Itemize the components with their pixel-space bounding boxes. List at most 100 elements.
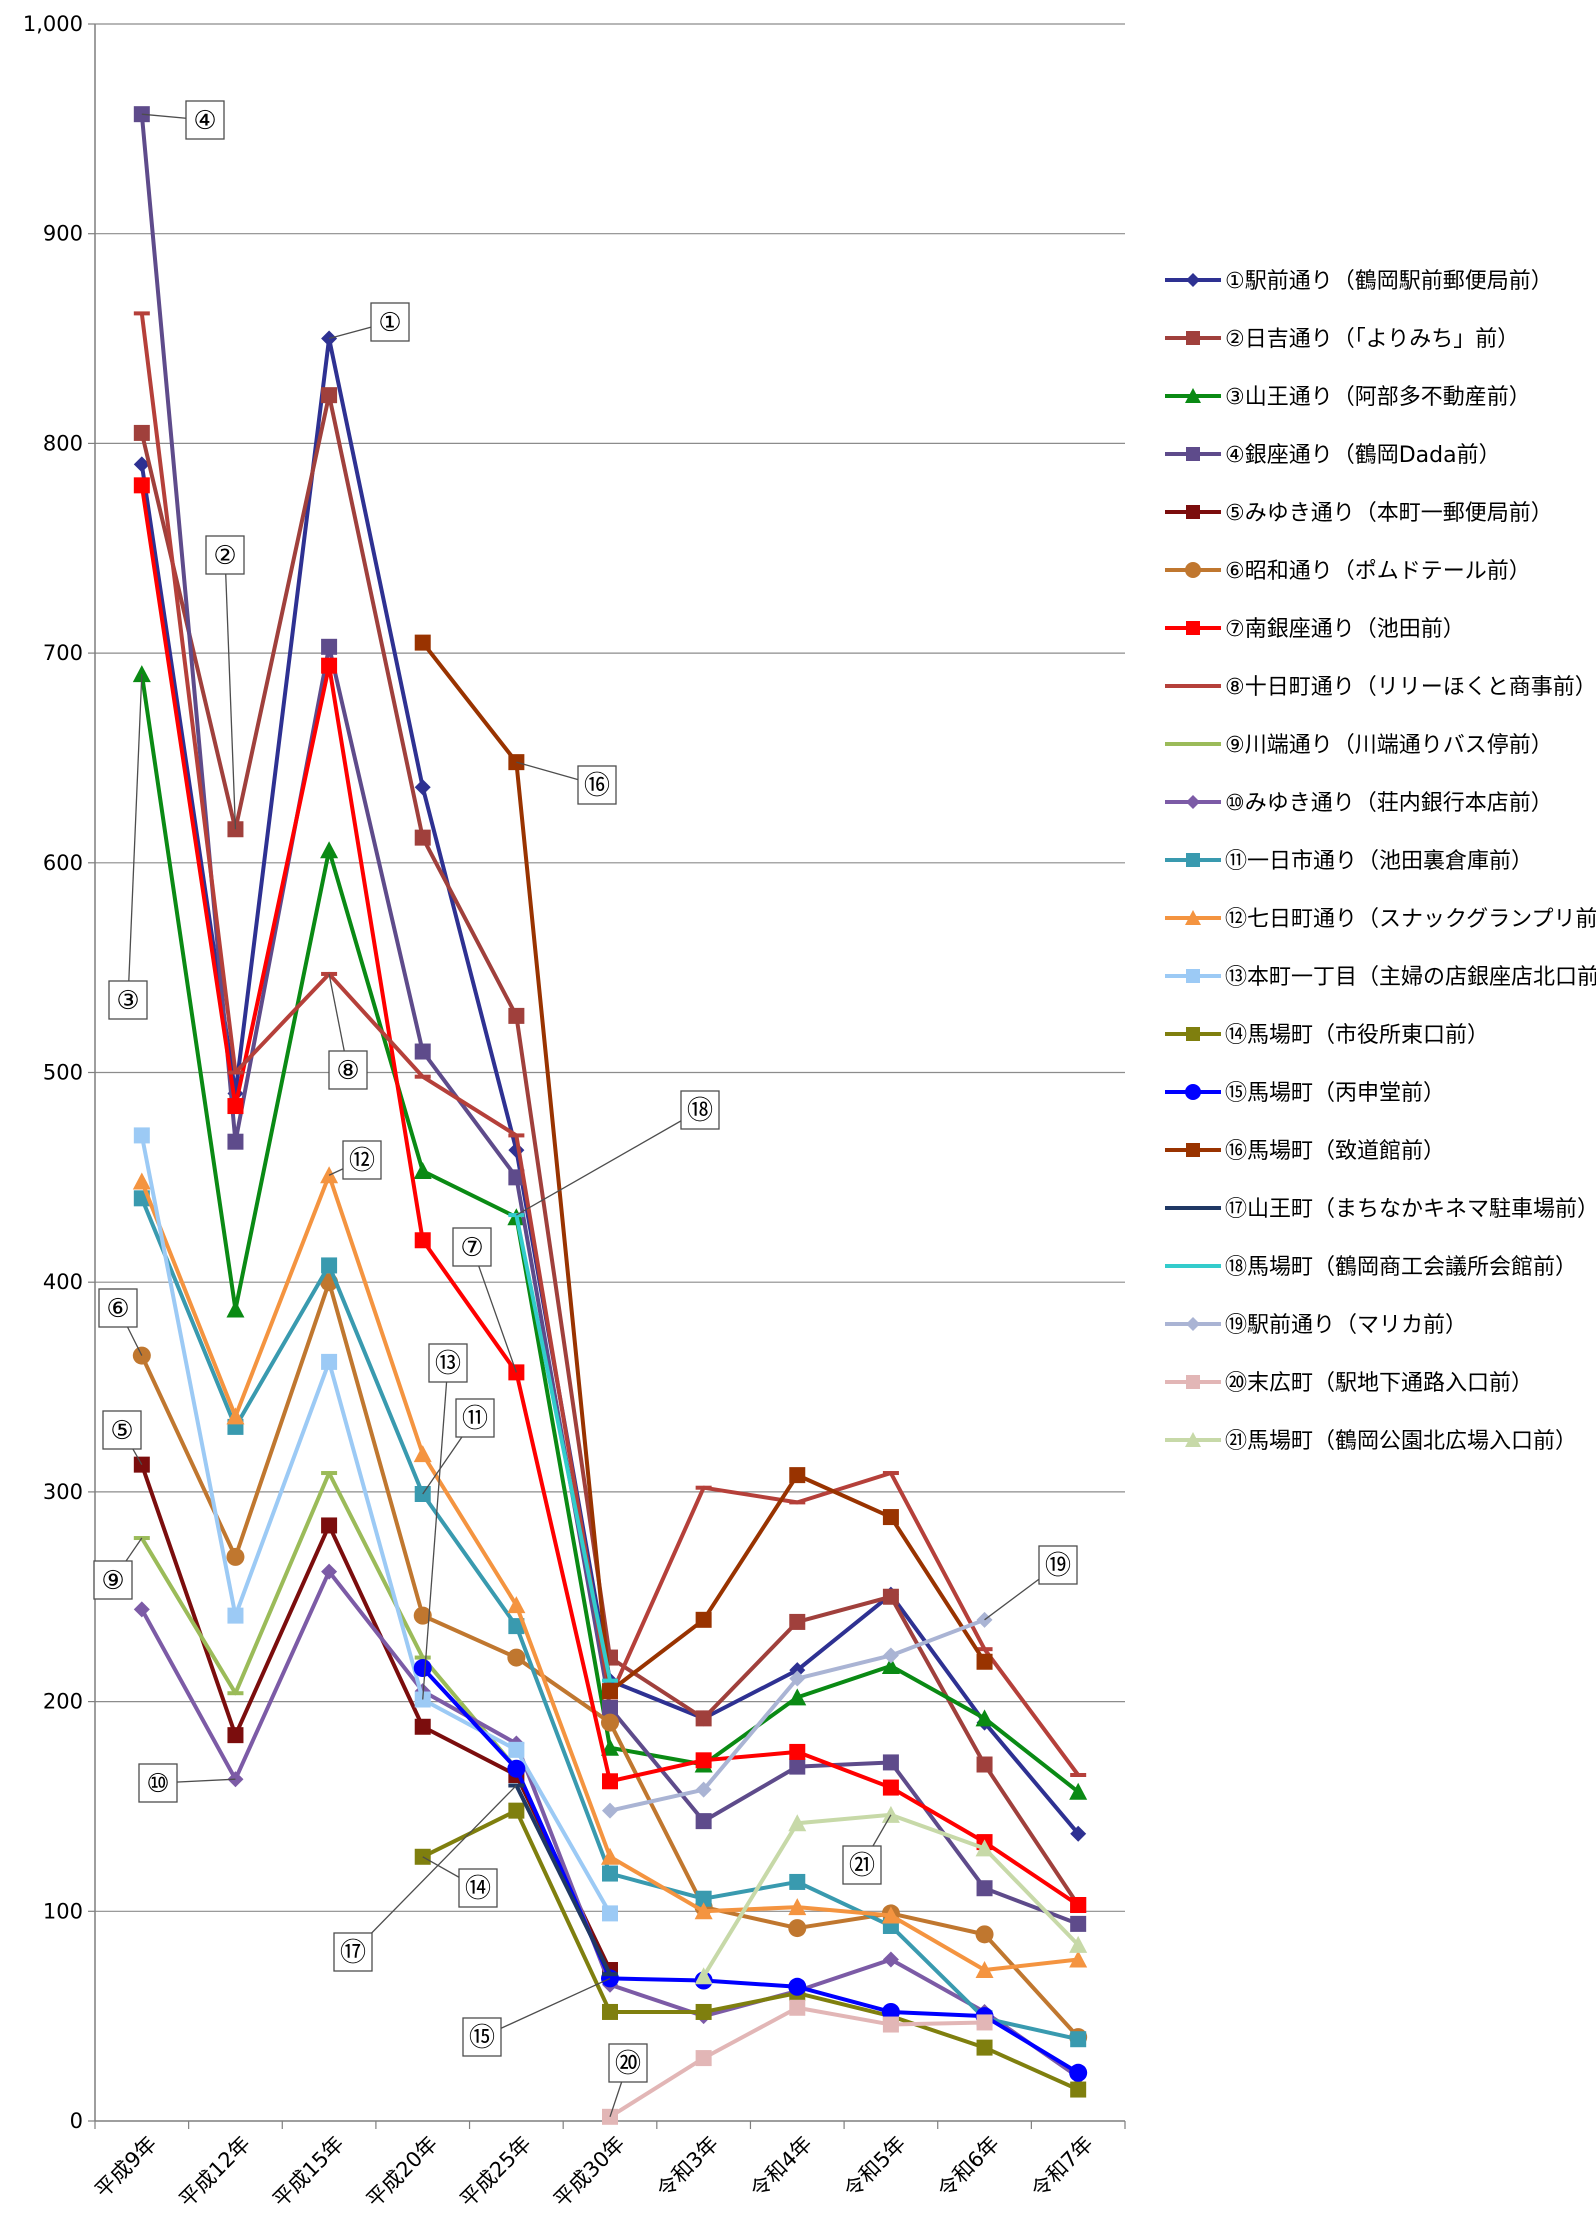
callout-box: [1038, 1545, 1078, 1585]
callout-box: [680, 1090, 720, 1130]
legend-item-⑪: ⑪一日市通り（池田裏倉庫前）: [1165, 849, 1533, 874]
callout-leader: [127, 674, 143, 1001]
data-point: [601, 1738, 619, 1756]
data-point: [226, 1547, 245, 1566]
data-point: [788, 1977, 807, 1996]
y-tick-label: 700: [43, 641, 83, 665]
data-point: [695, 1611, 712, 1628]
series-line: [421, 1808, 1079, 2092]
data-point: [695, 1813, 712, 1830]
data-point: [133, 477, 150, 494]
x-tick-label: 令和5年: [839, 2132, 910, 2203]
series-⑳: [602, 1999, 993, 2125]
data-point: [1186, 742, 1200, 746]
callout-box: [577, 765, 617, 805]
series-⑨: [133, 1471, 525, 1771]
legend-item-①: ①駅前通り（鶴岡駅前郵便局前）: [1165, 269, 1553, 294]
legend-label: ⑩みゆき通り（荘内銀行本店前）: [1225, 791, 1553, 816]
legend-item-⑲: ⑲駅前通り（マリカ前）: [1165, 1313, 1467, 1338]
data-point: [321, 1517, 338, 1534]
callout-label: ⑲: [1045, 1551, 1071, 1581]
data-point: [602, 1972, 618, 1977]
data-point: [1185, 1432, 1201, 1447]
series-③: [132, 665, 1088, 1800]
x-tick-label: 令和6年: [933, 2132, 1004, 2203]
callout-label: ④: [193, 106, 216, 136]
legend-label: ⑦南銀座通り（池田前）: [1225, 617, 1465, 642]
data-point: [227, 1133, 244, 1150]
legend-item-⑤: ⑤みゆき通り（本町一郵便局前）: [1165, 501, 1553, 526]
data-point: [881, 2002, 900, 2021]
callout-⑲: ⑲: [984, 1545, 1078, 1621]
x-tick-label: 平成30年: [549, 2132, 629, 2212]
data-point: [881, 1906, 900, 1924]
y-tick-label: 100: [43, 1899, 83, 1923]
y-tick-label: 500: [43, 1061, 83, 1085]
legend-label: ⑥昭和通り（ポムドテール前）: [1225, 559, 1531, 584]
callout-②: ②: [205, 535, 245, 830]
callout-label: ②: [213, 541, 236, 571]
data-point: [227, 1607, 244, 1624]
data-point: [694, 1967, 713, 1985]
legend-item-⑯: ⑯馬場町（致道館前）: [1165, 1139, 1445, 1164]
data-point: [414, 1043, 431, 1060]
y-tick-label: 800: [43, 431, 83, 455]
series-line: [608, 2005, 985, 2119]
callout-label: ⑫: [349, 1146, 375, 1176]
data-point: [133, 456, 150, 473]
data-point: [976, 2039, 993, 2056]
data-point: [788, 1898, 807, 1916]
data-point: [694, 1902, 713, 1920]
legend-item-②: ②日吉通り（「よりみち」前）: [1165, 327, 1519, 352]
data-point: [1186, 273, 1200, 287]
data-point: [414, 1718, 431, 1735]
data-point: [976, 1653, 993, 1670]
y-tick-label: 400: [43, 1270, 83, 1294]
y-tick-label: 600: [43, 851, 83, 875]
data-point: [1186, 1143, 1200, 1157]
legend-label: ㉑馬場町（鶴岡公園北広場入口前）: [1225, 1429, 1577, 1454]
data-point: [1070, 1897, 1087, 1914]
data-point: [414, 1074, 431, 1079]
callout-box: [102, 1410, 142, 1450]
x-tick-label: 平成15年: [268, 2132, 348, 2212]
data-point: [1186, 1027, 1200, 1041]
series-layer: [132, 106, 1088, 2125]
data-point: [882, 1951, 899, 1968]
y-tick-label: 200: [43, 1690, 83, 1714]
callout-⑳: ⑳: [608, 2043, 648, 2118]
callout-⑬: ⑬: [422, 1343, 468, 1700]
callout-leader: [516, 1109, 701, 1216]
callout-①: ①: [328, 302, 410, 342]
callout-⑮: ⑮: [462, 1977, 611, 2057]
callout-label: ⑩: [146, 1769, 169, 1799]
callout-⑤: ⑤: [102, 1410, 143, 1465]
data-point: [226, 1300, 245, 1318]
data-point: [788, 1919, 807, 1938]
legend-item-⑫: ⑫七日町通り（スナックグランプリ前）: [1165, 907, 1596, 932]
data-point: [789, 1999, 806, 2016]
data-point: [1186, 447, 1200, 461]
data-point: [975, 1839, 994, 1857]
data-point: [602, 1802, 618, 1819]
callout-box: [93, 1560, 133, 1600]
callout-label: ⑦: [460, 1233, 483, 1263]
data-point: [882, 1779, 899, 1796]
x-axis-ticks: 平成9年 平成12年 平成15年 平成20年 平成25年 平成30年 令和3年 令和4年 令和5…: [90, 2121, 1126, 2212]
legend-label: ⑤みゆき通り（本町一郵便局前）: [1225, 501, 1553, 526]
y-tick-label: 0: [70, 2109, 83, 2133]
data-point: [1186, 1375, 1200, 1389]
data-point: [132, 665, 151, 683]
x-tick-label: 平成25年: [455, 2132, 535, 2212]
data-point: [695, 1710, 712, 1727]
callout-box: [333, 1932, 373, 1972]
series-⑦: [133, 477, 1087, 1914]
data-point: [788, 1814, 807, 1832]
legend-label: ⑯馬場町（致道館前）: [1225, 1139, 1445, 1164]
callout-label: ⑳: [615, 2049, 641, 2079]
callout-⑰: ⑰: [333, 1785, 517, 1972]
data-point: [507, 1759, 526, 1778]
data-point: [507, 1596, 526, 1614]
data-point: [508, 1741, 525, 1758]
data-point: [133, 1127, 150, 1144]
